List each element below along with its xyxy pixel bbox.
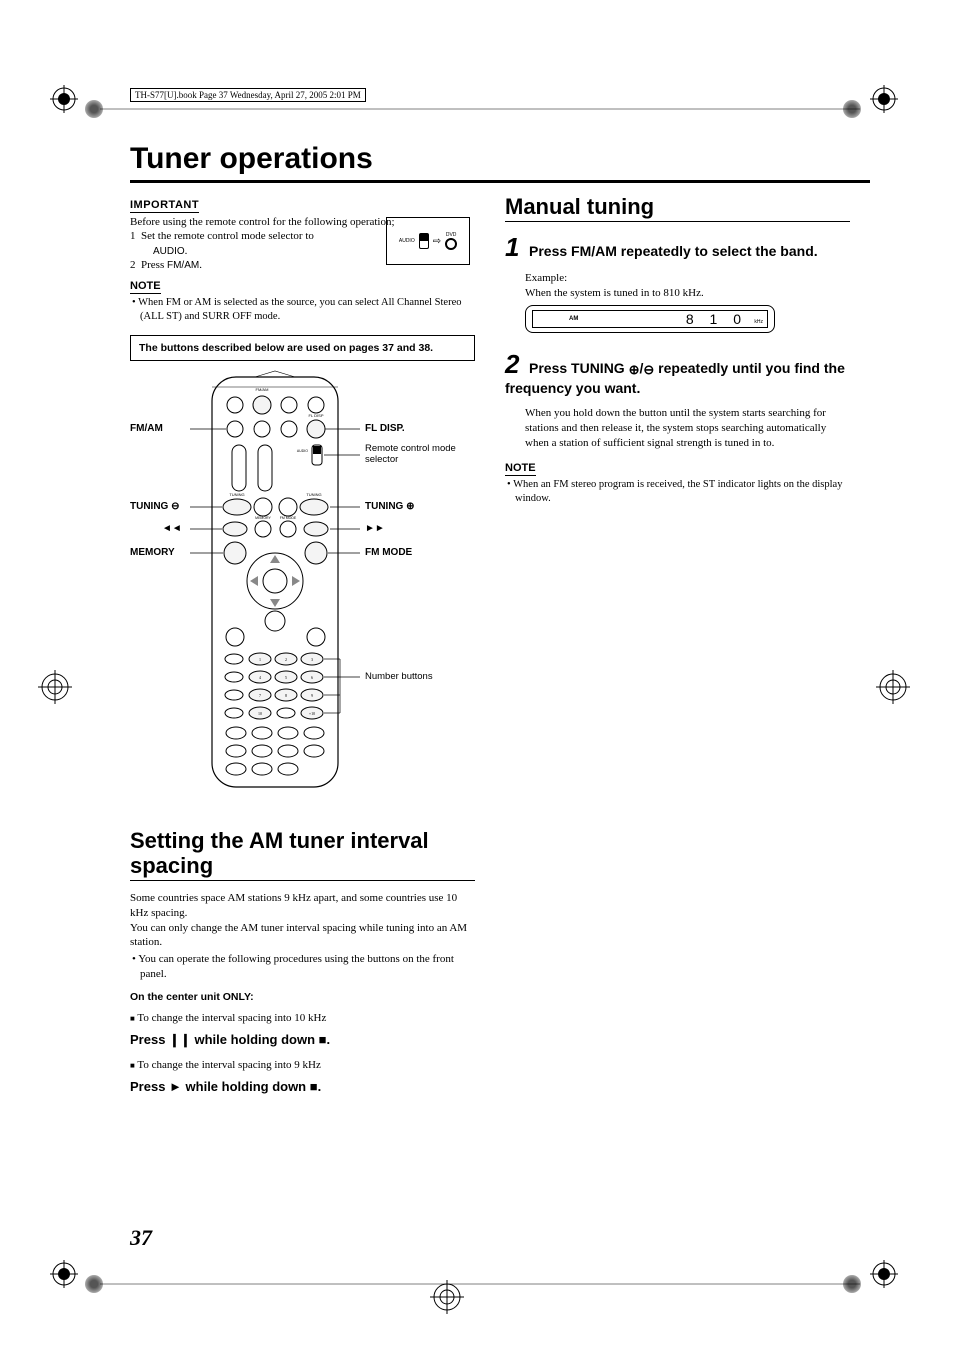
display-freq: 8 1 0 [686, 311, 747, 327]
page-number: 37 [130, 1225, 152, 1251]
label-tuning-down: TUNING ⊖ [130, 501, 180, 512]
label-memory: MEMORY [130, 547, 175, 558]
step1: 1 Press FM/AM repeatedly to select the b… [505, 232, 850, 263]
svg-text:MEMORY: MEMORY [255, 516, 271, 520]
crop-mark-l [38, 670, 72, 704]
label-mode-selector: Remote control mode selector [365, 444, 475, 465]
svg-text:1: 1 [259, 657, 261, 662]
svg-text:+10: +10 [309, 711, 315, 716]
svg-text:5: 5 [285, 675, 287, 680]
label-fmam: FM/AM [130, 423, 163, 434]
press-text2: while holding down [182, 1079, 310, 1094]
step2-body: When you hold down the button until the … [525, 406, 850, 451]
minus-circle-icon: ⊖ [171, 501, 179, 512]
svg-text:FL DISP: FL DISP [309, 413, 324, 418]
step1-text: Press FM/AM repeatedly to select the ban… [529, 243, 818, 259]
step-text: Press [141, 259, 167, 271]
label-fmmode: FM MODE [365, 547, 412, 558]
plus-circle-icon: ⊕ [406, 501, 414, 512]
change9-text: To change the interval spacing into 9 kH… [137, 1059, 320, 1071]
label-rev: ◄◄ [162, 523, 182, 534]
press-text: Press [130, 1079, 169, 1094]
switch-icon [419, 233, 429, 249]
step2-text: Press TUNING ⊕/⊖ repeatedly until you fi… [505, 360, 845, 396]
tuned-label: When the system is tuned in to 810 kHz. [525, 286, 850, 301]
step-caps: AUDIO [153, 246, 185, 257]
on-center-label: On the center unit ONLY: [130, 991, 475, 1003]
note-body: When FM or AM is selected as the source,… [138, 297, 461, 322]
svg-text:TUNING: TUNING [229, 492, 244, 497]
display-khz: kHz [754, 319, 763, 325]
step-num-2: 2 [505, 349, 525, 380]
press-text: Press [130, 1032, 169, 1047]
minus-circle-icon: ⊖ [643, 362, 654, 378]
svg-text:8: 8 [285, 693, 287, 698]
crop-mark-r [876, 670, 910, 704]
press9: Press ► while holding down ■. [130, 1079, 475, 1094]
chapter-title: Tuner operations [130, 142, 870, 183]
svg-text:6: 6 [311, 675, 313, 680]
step-caps: FM/AM [167, 260, 199, 271]
important-heading: IMPORTANT [130, 199, 199, 213]
svg-text:9: 9 [311, 693, 313, 698]
step-end: . [185, 245, 188, 257]
section-manual-title: Manual tuning [505, 195, 850, 222]
label-tuning-up: TUNING ⊕ [365, 501, 415, 512]
svg-text:TUNING: TUNING [306, 492, 321, 497]
note-heading: NOTE [130, 280, 161, 294]
am-body3-text: You can operate the following procedures… [138, 953, 454, 979]
svg-text:FM/AM: FM/AM [256, 387, 269, 392]
svg-text:7: 7 [259, 693, 261, 698]
press10: Press ❙❙ while holding down ■. [130, 1032, 475, 1048]
am-body2: You can only change the AM tuner interva… [130, 921, 475, 951]
note2-body: When an FM stereo program is received, t… [513, 479, 842, 504]
section-am-title: Setting the AM tuner interval spacing [130, 829, 475, 880]
label-number-buttons: Number buttons [365, 671, 433, 682]
svg-text:3: 3 [311, 657, 313, 662]
change9: ■ To change the interval spacing into 9 … [130, 1058, 475, 1073]
step-number: 2 [130, 259, 136, 271]
svg-text:2: 2 [285, 657, 287, 662]
audio-label: AUDIO [399, 238, 415, 244]
mode-selector-diagram: AUDIO ⇨ DVD [386, 217, 470, 265]
callout-box: The buttons described below are used on … [130, 335, 475, 361]
label-fldisp: FL DISP. [365, 423, 405, 434]
change10-text: To change the interval spacing into 10 k… [137, 1012, 326, 1024]
svg-text:10: 10 [258, 711, 262, 716]
step-number: 1 [130, 230, 136, 242]
step-num-1: 1 [505, 232, 525, 263]
am-body1: Some countries space AM stations 9 kHz a… [130, 891, 475, 921]
book-header: TH-S77[U].book Page 37 Wednesday, April … [130, 88, 366, 102]
am-body3: • You can operate the following procedur… [130, 952, 475, 981]
note2-heading: NOTE [505, 462, 536, 476]
press-end: . [318, 1079, 322, 1094]
label-fwd: ►► [365, 523, 385, 534]
binding-line-bottom [60, 1278, 900, 1298]
dvd-circle-icon [445, 238, 457, 250]
remote-diagram: FM/AM FL DISP AUDIO [130, 369, 475, 799]
plus-circle-icon: ⊕ [629, 362, 640, 378]
step-text: Set the remote control mode selector to [141, 230, 314, 242]
play-icon: ► [169, 1079, 182, 1094]
step2-prefix: Press TUNING [529, 360, 629, 376]
press-text2: while holding down [191, 1032, 319, 1047]
note2-text: • When an FM stereo program is received,… [505, 478, 850, 505]
example-label: Example: [525, 271, 850, 286]
remote-svg: FM/AM FL DISP AUDIO [190, 369, 360, 799]
svg-text:4: 4 [259, 675, 261, 680]
step2: 2 Press TUNING ⊕/⊖ repeatedly until you … [505, 349, 850, 398]
arrow-icon: ⇨ [433, 236, 441, 247]
display-am: AM [569, 316, 578, 322]
stop-icon: ■ [310, 1079, 318, 1094]
note-text: • When FM or AM is selected as the sourc… [130, 296, 475, 323]
step-end: . [199, 259, 202, 271]
display-box: AM 8 1 0 kHz [525, 305, 775, 333]
pause-icon: ❙❙ [169, 1032, 191, 1047]
svg-text:FM MODE: FM MODE [280, 516, 297, 520]
change10: ■ To change the interval spacing into 10… [130, 1011, 475, 1026]
press-end: . [327, 1032, 331, 1047]
stop-icon: ■ [319, 1032, 327, 1047]
svg-text:AUDIO: AUDIO [297, 449, 308, 453]
